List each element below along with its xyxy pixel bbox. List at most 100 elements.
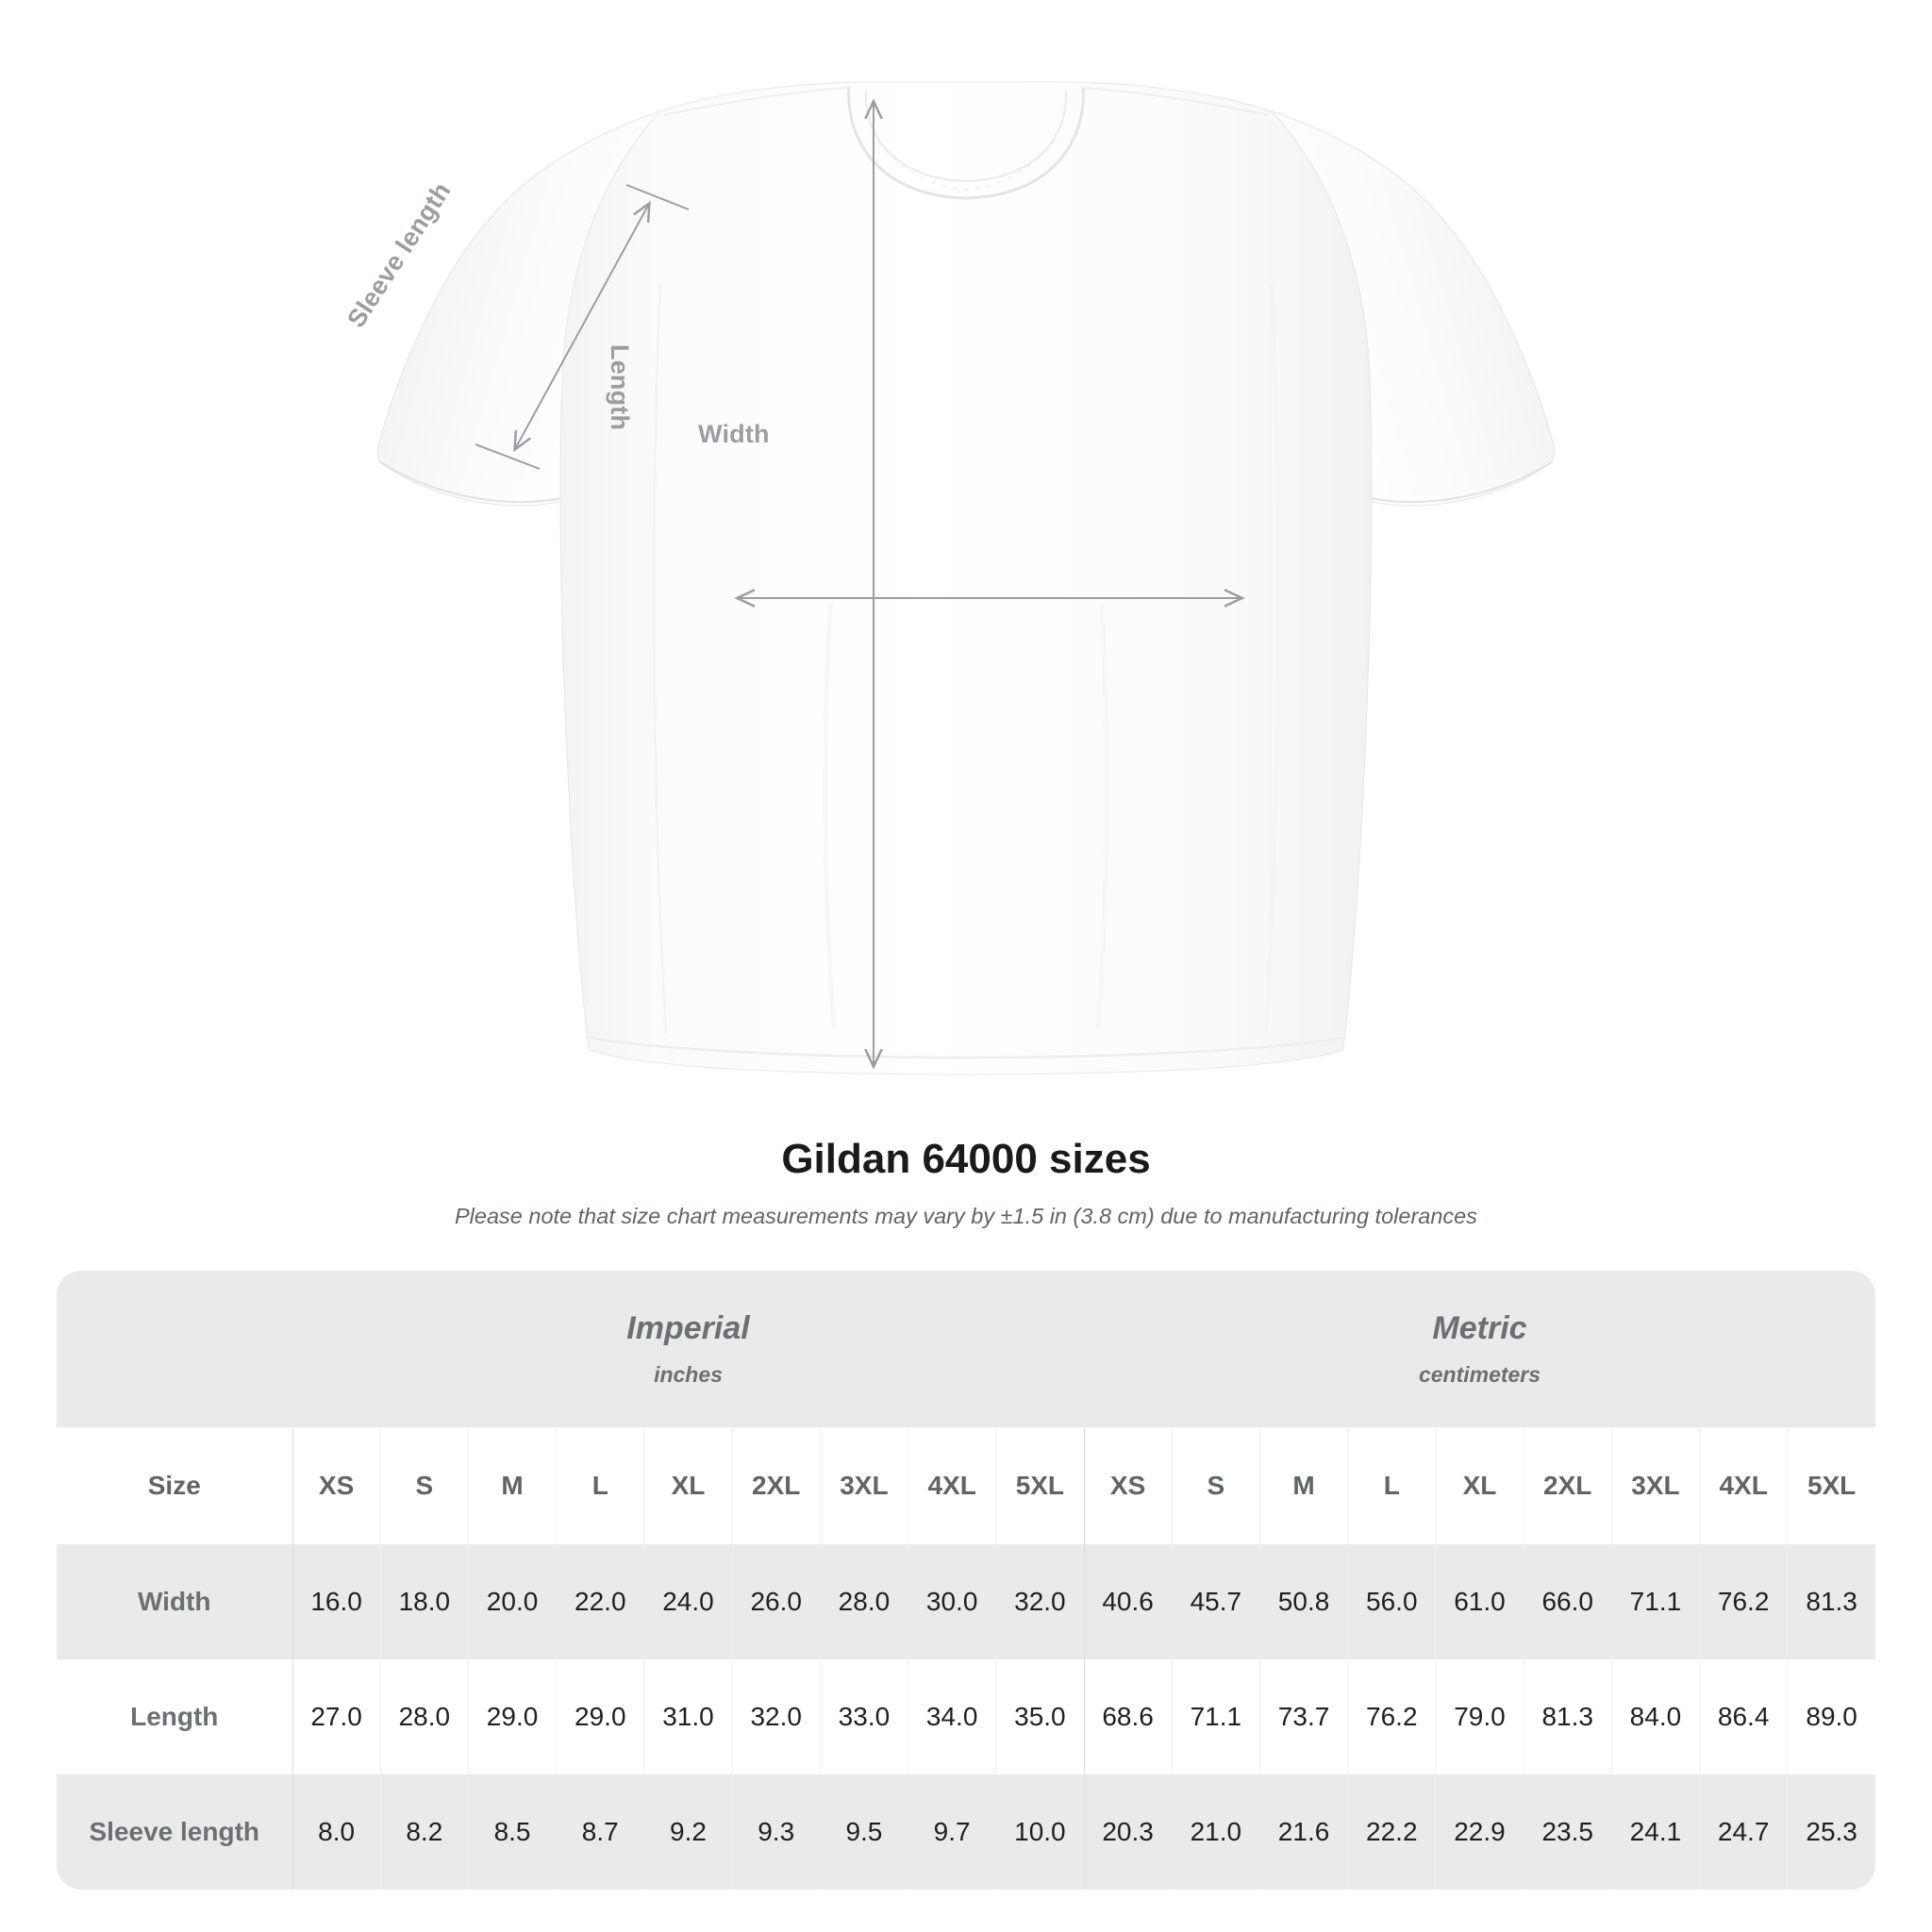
cell-width-metric-xl: 61.0 xyxy=(1435,1544,1524,1659)
size-header-imperial-2xl: 2XL xyxy=(731,1427,821,1544)
tshirt-diagram xyxy=(376,81,1556,1075)
cell-length-metric-2xl: 81.3 xyxy=(1523,1659,1612,1774)
unit-sub-metric: centimeters xyxy=(1418,1362,1541,1388)
cell-sleeve-length-imperial-l: 8.7 xyxy=(556,1774,644,1890)
cell-sleeve-length-metric-5xl: 25.3 xyxy=(1787,1774,1875,1890)
cell-width-imperial-m: 20.0 xyxy=(467,1544,557,1659)
cell-sleeve-length-imperial-m: 8.5 xyxy=(467,1774,557,1890)
cell-width-metric-5xl: 81.3 xyxy=(1787,1544,1875,1659)
cell-sleeve-length-metric-l: 22.2 xyxy=(1347,1774,1436,1890)
cell-length-metric-l: 76.2 xyxy=(1347,1659,1436,1774)
size-header-row: Size XS S M L XL 2XL 3XL 4XL 5XL XS S M L XL 2XL 3XL 4XL 5… xyxy=(57,1427,1875,1544)
size-table-body: Width 16.0 18.0 20.0 22.0 24.0 26.0 28.0 30.0 32.… xyxy=(57,1544,1875,1890)
size-table-wrapper: Imperial inches Metric centimeters Size X… xyxy=(57,1271,1875,1890)
cell-width-imperial-2xl: 26.0 xyxy=(731,1544,821,1659)
cell-sleeve-length-imperial-s: 8.2 xyxy=(379,1774,469,1890)
size-header-metric-4xl: 4XL xyxy=(1699,1427,1788,1544)
cell-width-imperial-l: 22.0 xyxy=(556,1544,644,1659)
cell-width-imperial-xs: 16.0 xyxy=(291,1544,381,1659)
cell-width-imperial-xl: 24.0 xyxy=(643,1544,733,1659)
unit-name-imperial: Imperial xyxy=(626,1309,750,1346)
tshirt-illustration: Sleeve length Length Width xyxy=(341,81,1556,1075)
size-header-metric-xs: XS xyxy=(1083,1427,1173,1544)
cell-width-metric-4xl: 76.2 xyxy=(1699,1544,1788,1659)
cell-length-imperial-l: 29.0 xyxy=(556,1659,644,1774)
cell-sleeve-length-metric-xs: 20.3 xyxy=(1083,1774,1173,1890)
cell-length-imperial-xl: 31.0 xyxy=(643,1659,733,1774)
unit-header-metric: Metric centimeters xyxy=(1084,1271,1875,1427)
cell-sleeve-length-metric-2xl: 23.5 xyxy=(1523,1774,1612,1890)
cell-width-imperial-4xl: 30.0 xyxy=(908,1544,996,1659)
cell-width-imperial-s: 18.0 xyxy=(379,1544,469,1659)
cell-width-imperial-5xl: 32.0 xyxy=(995,1544,1084,1659)
cell-sleeve-length-imperial-3xl: 9.5 xyxy=(819,1774,908,1890)
size-header-imperial-xl: XL xyxy=(643,1427,733,1544)
unit-corner-cell xyxy=(57,1271,292,1427)
cell-sleeve-length-metric-4xl: 24.7 xyxy=(1699,1774,1788,1890)
cell-sleeve-length-metric-3xl: 24.1 xyxy=(1610,1774,1700,1890)
unit-name-metric: Metric xyxy=(1432,1309,1527,1346)
cell-length-metric-5xl: 89.0 xyxy=(1787,1659,1875,1774)
cell-length-imperial-3xl: 33.0 xyxy=(819,1659,908,1774)
table-row: Sleeve length 8.0 8.2 8.5 8.7 9.2 9.3 9.5 9.7 10.… xyxy=(57,1774,1875,1890)
row-label-length: Length xyxy=(57,1659,292,1774)
page-title: Gildan 64000 sizes xyxy=(781,1136,1151,1182)
unit-sub-imperial: inches xyxy=(654,1362,723,1388)
size-header-metric-5xl: 5XL xyxy=(1787,1427,1875,1544)
cell-width-metric-l: 56.0 xyxy=(1347,1544,1436,1659)
cell-width-metric-3xl: 71.1 xyxy=(1610,1544,1700,1659)
cell-length-imperial-4xl: 34.0 xyxy=(908,1659,996,1774)
size-header-imperial-m: M xyxy=(467,1427,557,1544)
row-label-sleeve-length: Sleeve length xyxy=(57,1774,292,1890)
size-header-imperial-s: S xyxy=(379,1427,469,1544)
tolerance-note: Please note that size chart measurements… xyxy=(455,1204,1477,1228)
size-header-imperial-3xl: 3XL xyxy=(819,1427,908,1544)
sleeve-length-arrow xyxy=(475,184,690,470)
cell-length-imperial-xs: 27.0 xyxy=(291,1659,381,1774)
cell-sleeve-length-imperial-5xl: 10.0 xyxy=(995,1774,1084,1890)
cell-sleeve-length-metric-xl: 22.9 xyxy=(1435,1774,1524,1890)
size-header-imperial-l: L xyxy=(556,1427,644,1544)
cell-length-imperial-5xl: 35.0 xyxy=(995,1659,1084,1774)
cell-sleeve-length-imperial-2xl: 9.3 xyxy=(731,1774,821,1890)
cell-width-metric-m: 50.8 xyxy=(1258,1544,1348,1659)
cell-sleeve-length-imperial-xl: 9.2 xyxy=(643,1774,733,1890)
cell-sleeve-length-metric-m: 21.6 xyxy=(1258,1774,1348,1890)
size-header-metric-xl: XL xyxy=(1435,1427,1524,1544)
unit-header-imperial: Imperial inches xyxy=(292,1271,1084,1427)
table-row: Length 27.0 28.0 29.0 29.0 31.0 32.0 33.0 34.0 35… xyxy=(57,1659,1875,1774)
size-header-imperial-5xl: 5XL xyxy=(995,1427,1084,1544)
length-label: Length xyxy=(606,344,634,431)
cell-sleeve-length-imperial-4xl: 9.7 xyxy=(908,1774,996,1890)
row-label-width: Width xyxy=(57,1544,292,1659)
size-header-metric-3xl: 3XL xyxy=(1610,1427,1700,1544)
size-header-metric-s: S xyxy=(1171,1427,1260,1544)
cell-length-metric-xs: 68.6 xyxy=(1083,1659,1173,1774)
width-label: Width xyxy=(698,420,770,448)
size-chart-table: Imperial inches Metric centimeters Size X… xyxy=(57,1271,1875,1890)
cell-length-metric-4xl: 86.4 xyxy=(1699,1659,1788,1774)
size-header-imperial-4xl: 4XL xyxy=(908,1427,996,1544)
table-row: Width 16.0 18.0 20.0 22.0 24.0 26.0 28.0 30.0 32.… xyxy=(57,1544,1875,1659)
title-block: Gildan 64000 sizes Please note that size… xyxy=(0,1136,1932,1229)
cell-length-metric-m: 73.7 xyxy=(1258,1659,1348,1774)
unit-header-row: Imperial inches Metric centimeters xyxy=(57,1271,1875,1427)
cell-length-metric-s: 71.1 xyxy=(1171,1659,1260,1774)
cell-width-metric-2xl: 66.0 xyxy=(1523,1544,1612,1659)
cell-length-imperial-s: 28.0 xyxy=(379,1659,469,1774)
cell-length-metric-xl: 79.0 xyxy=(1435,1659,1524,1774)
size-header-metric-2xl: 2XL xyxy=(1523,1427,1612,1544)
cell-length-imperial-m: 29.0 xyxy=(467,1659,557,1774)
cell-sleeve-length-imperial-xs: 8.0 xyxy=(291,1774,381,1890)
size-header-metric-l: L xyxy=(1347,1427,1436,1544)
cell-sleeve-length-metric-s: 21.0 xyxy=(1171,1774,1260,1890)
size-row-label: Size xyxy=(57,1427,292,1544)
shirt-body xyxy=(559,81,1373,1075)
size-header-metric-m: M xyxy=(1258,1427,1348,1544)
cell-width-metric-xs: 40.6 xyxy=(1083,1544,1173,1659)
size-header-imperial-xs: XS xyxy=(291,1427,381,1544)
cell-width-metric-s: 45.7 xyxy=(1171,1544,1260,1659)
cell-length-metric-3xl: 84.0 xyxy=(1610,1659,1700,1774)
cell-length-imperial-2xl: 32.0 xyxy=(731,1659,821,1774)
cell-width-imperial-3xl: 28.0 xyxy=(819,1544,908,1659)
